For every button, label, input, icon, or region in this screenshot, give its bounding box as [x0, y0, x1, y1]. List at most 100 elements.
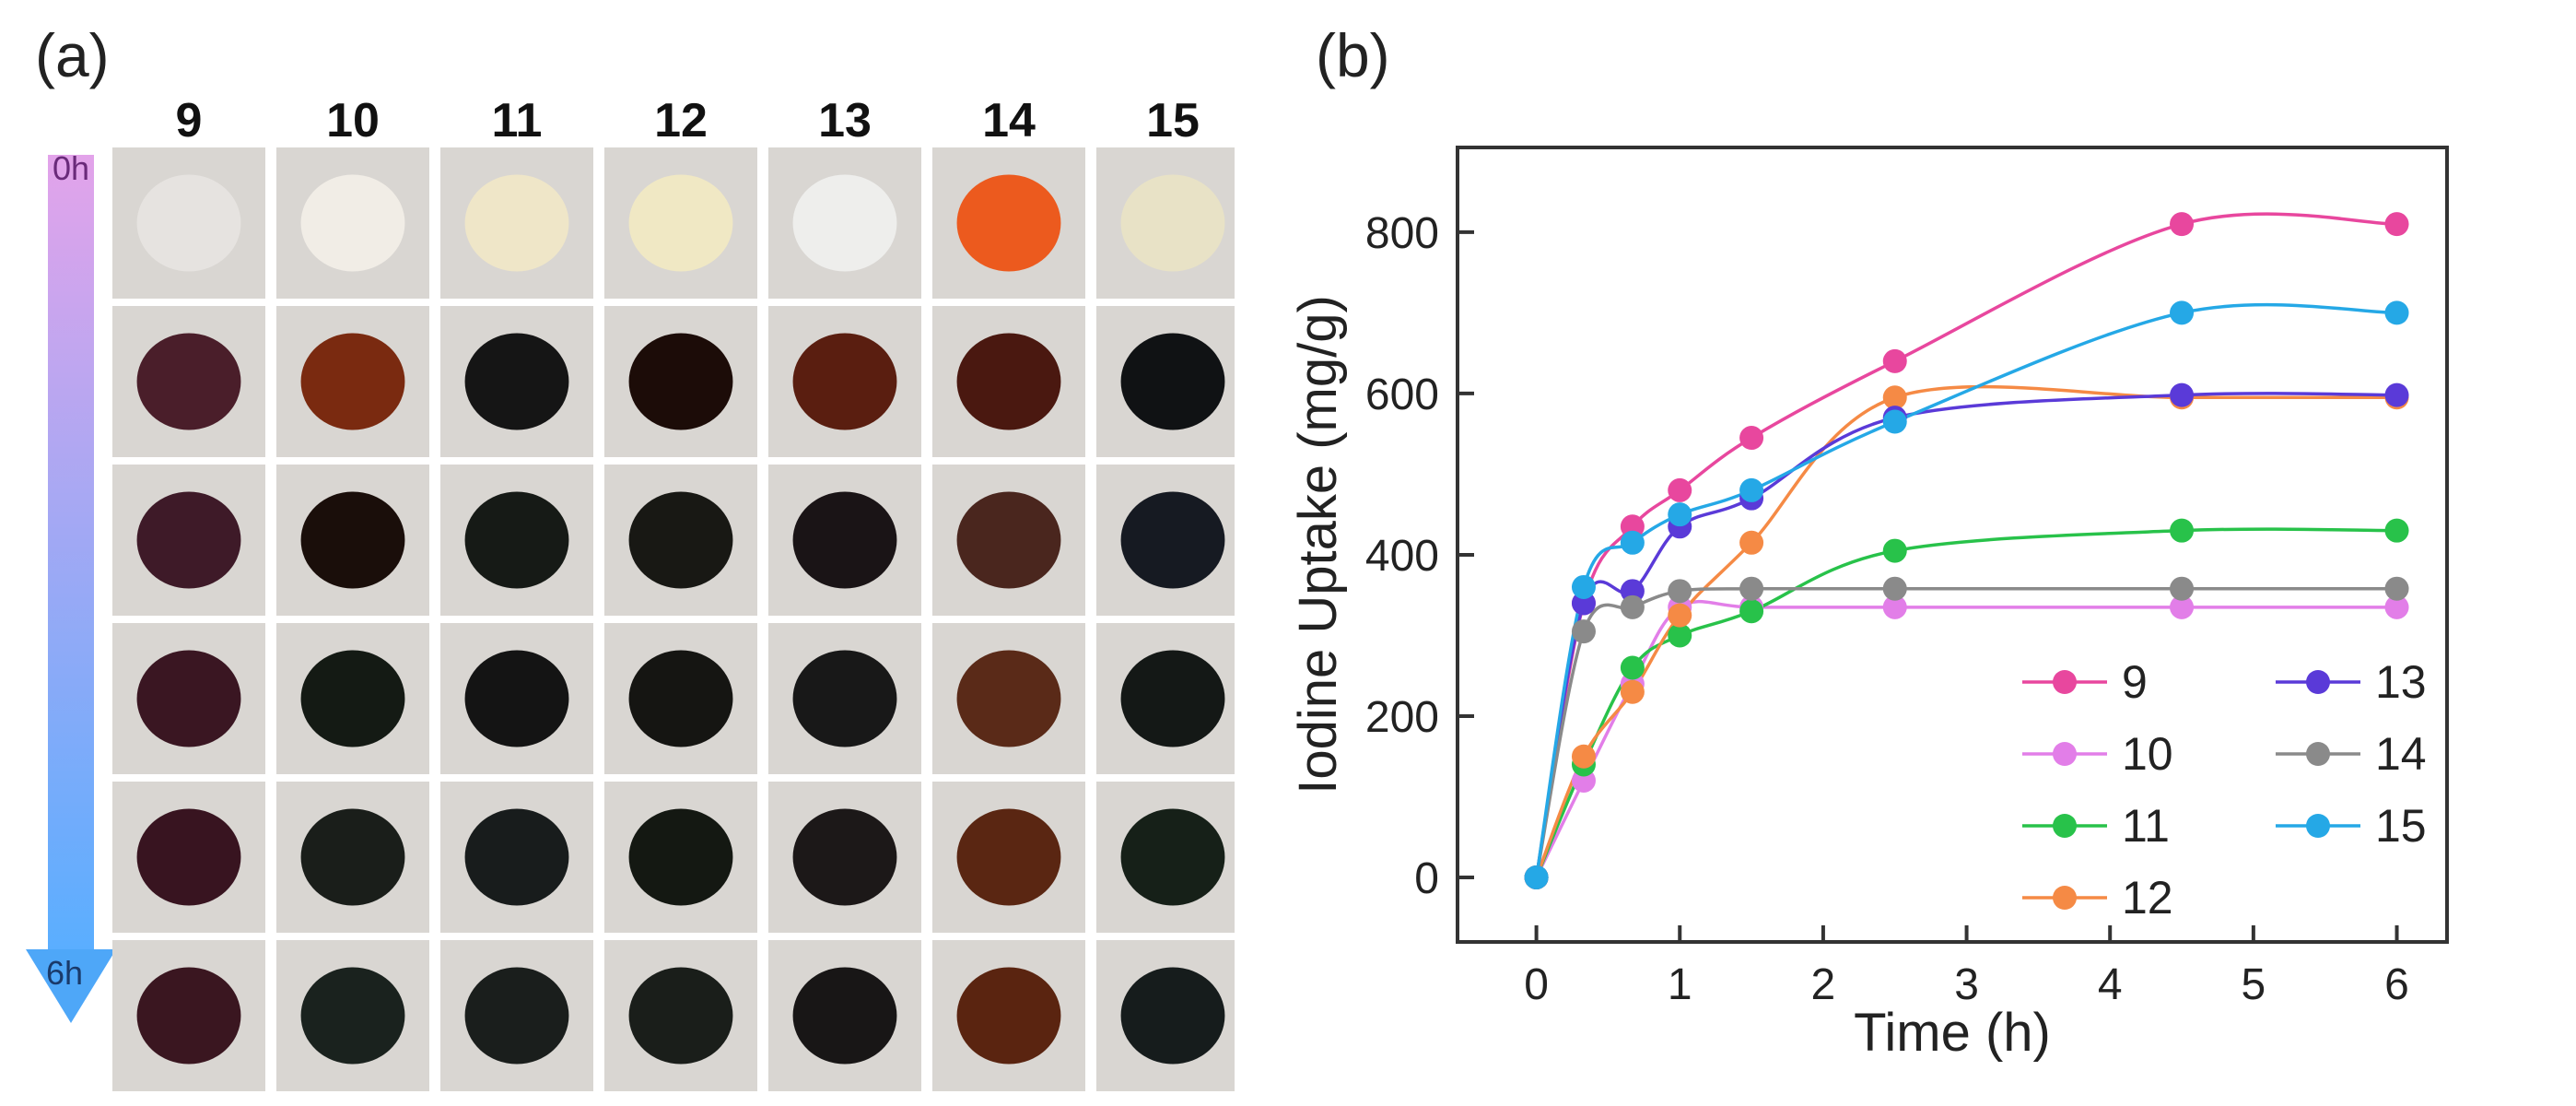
x-axis-title: Time (h) [1854, 1003, 2051, 1063]
sample-photo [768, 147, 921, 299]
sample-powder [792, 174, 897, 272]
legend-item-12: 12 [2022, 872, 2173, 924]
sample-photo [276, 306, 429, 457]
data-point-12 [1668, 603, 1692, 628]
sample-photo [440, 940, 593, 1091]
photo-cells [112, 147, 1235, 1091]
sample-powder [792, 491, 897, 589]
sample-powder [136, 967, 241, 1065]
sample-powder [792, 808, 897, 906]
data-point-13 [2384, 382, 2409, 407]
time-arrow-shaft [48, 155, 94, 949]
data-point-15 [1524, 865, 1549, 889]
sample-photo [932, 147, 1085, 299]
sample-powder [628, 808, 733, 906]
data-point-12 [1882, 385, 1907, 410]
legend-item-11: 11 [2022, 800, 2170, 852]
sample-photo [768, 306, 921, 457]
legend-label: 10 [2122, 728, 2173, 780]
sample-powder [464, 333, 569, 430]
data-point-15 [1620, 530, 1645, 555]
time-arrow-head [26, 949, 116, 1023]
sample-photo [440, 465, 593, 616]
legend-item-9: 9 [2022, 656, 2148, 708]
sample-photo [932, 623, 1085, 774]
sample-powder [136, 333, 241, 430]
time-arrow: 0h 6h [26, 149, 116, 1023]
legend-marker [2306, 670, 2330, 694]
sample-powder [956, 650, 1061, 747]
plot-frame [1456, 146, 2449, 944]
data-point-10 [1882, 594, 1907, 619]
series-lines [1534, 212, 2397, 878]
column-header: 13 [818, 94, 872, 147]
legend-marker [2053, 742, 2077, 766]
sample-photo [112, 623, 265, 774]
data-point-11 [1668, 623, 1692, 648]
series-points [1524, 212, 2409, 889]
data-point-9 [1739, 426, 1764, 451]
y-tick-label: 600 [1365, 371, 1439, 419]
x-tick-label: 5 [2242, 960, 2266, 1009]
data-point-14 [2384, 576, 2409, 601]
y-tick-label: 0 [1414, 854, 1439, 903]
sample-photo [440, 306, 593, 457]
data-point-15 [1739, 477, 1764, 502]
sample-powder [792, 650, 897, 747]
legend-item-14: 14 [2276, 728, 2427, 780]
sample-photo [768, 623, 921, 774]
sample-photo [1096, 940, 1235, 1091]
sample-photo [932, 782, 1085, 933]
data-point-10 [2170, 594, 2195, 619]
data-point-11 [1620, 655, 1645, 680]
sample-powder [136, 650, 241, 747]
legend-marker [2306, 814, 2330, 838]
data-point-15 [2170, 300, 2195, 325]
data-point-14 [1571, 619, 1596, 644]
sample-powder [1120, 650, 1225, 747]
series-line-15 [1534, 302, 2397, 878]
sample-photo [604, 940, 757, 1091]
data-point-15 [1571, 574, 1596, 599]
sample-powder [464, 967, 569, 1065]
data-point-12 [1739, 530, 1764, 555]
data-point-11 [2170, 518, 2195, 543]
panel-label-a: (a) [35, 21, 110, 89]
chart-axes [1456, 146, 2449, 944]
series-line-11 [1534, 527, 2397, 878]
sample-photo [112, 147, 265, 299]
legend-item-15: 15 [2276, 800, 2427, 852]
data-point-9 [2170, 212, 2195, 237]
data-point-10 [2384, 594, 2409, 619]
sample-powder [628, 491, 733, 589]
panel-label-b: (b) [1316, 21, 1390, 89]
data-point-14 [1739, 576, 1764, 601]
legend-label: 11 [2122, 800, 2170, 852]
y-tick-label: 800 [1365, 209, 1439, 258]
sample-photo [1096, 465, 1235, 616]
sample-powder [1120, 333, 1225, 430]
sample-photo [604, 782, 757, 933]
sample-powder [956, 174, 1061, 272]
sample-photo [1096, 782, 1235, 933]
sample-powder [136, 174, 241, 272]
data-point-13 [2170, 382, 2195, 407]
data-point-15 [2384, 300, 2409, 325]
series-line-14 [1534, 586, 2397, 878]
sample-powder [628, 333, 733, 430]
sample-powder [628, 650, 733, 747]
sample-powder [956, 967, 1061, 1065]
legend-marker [2053, 886, 2077, 910]
data-point-9 [2384, 212, 2409, 237]
sample-photo [932, 940, 1085, 1091]
sample-photo [1096, 623, 1235, 774]
legend-label: 12 [2122, 872, 2173, 924]
sample-powder [300, 174, 405, 272]
legend-marker [2053, 814, 2077, 838]
data-point-9 [1882, 348, 1907, 373]
sample-photo [604, 623, 757, 774]
sample-photo [276, 147, 429, 299]
legend-label: 15 [2375, 800, 2427, 852]
sample-photo [932, 306, 1085, 457]
